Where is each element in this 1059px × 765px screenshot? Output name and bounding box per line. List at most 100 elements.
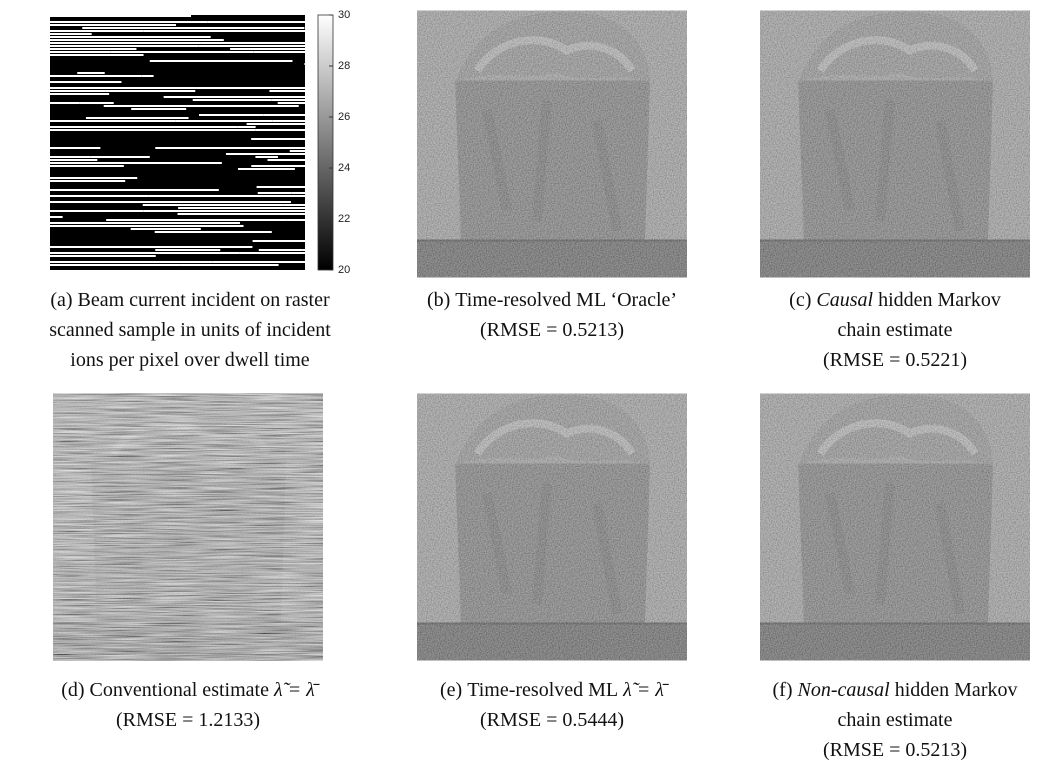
beam-stripe (247, 123, 305, 125)
caption-emphasis: Causal (816, 289, 873, 311)
beam-stripe (192, 219, 287, 221)
caption-line: scanned sample in units of incident (10, 315, 370, 345)
beam-stripe (155, 231, 272, 233)
caption-math: λ̃ = λ̄ (623, 679, 664, 701)
caption: (b)Time-resolved ML ‘Oracle’(RMSE = 0.52… (372, 285, 732, 345)
beam-stripe (221, 225, 244, 227)
beam-stripe (50, 21, 208, 23)
beam-stripe (255, 156, 278, 158)
beam-stripe (79, 102, 113, 104)
beam-stripe (164, 96, 305, 98)
beam-stripe (251, 165, 305, 167)
caption-text: (RMSE = 0.5213) (823, 739, 967, 761)
beam-stripe (50, 195, 149, 197)
caption-line: chain estimate (715, 705, 1059, 735)
panel-label: (c) (789, 289, 811, 311)
beam-stripe (272, 120, 305, 122)
beam-stripe (105, 255, 156, 257)
caption-text: (RMSE = 0.5221) (823, 349, 967, 371)
caption-line: chain estimate (715, 315, 1059, 345)
beam-stripe (180, 264, 279, 266)
beam-stripe (198, 45, 305, 47)
beam-stripe (91, 156, 150, 158)
panel-label: (d) (61, 679, 84, 701)
beam-stripe (50, 246, 252, 248)
caption-text: (RMSE = 1.2133) (116, 709, 260, 731)
beam-stripe (50, 36, 211, 38)
caption-text: scanned sample in units of incident (49, 319, 331, 341)
beam-stripe (50, 165, 124, 167)
beam-stripe (251, 138, 305, 140)
beam-stripe (143, 204, 283, 206)
caption-text: hidden Markov (878, 289, 1001, 311)
beam-stripe (50, 177, 117, 179)
beam-stripe (175, 210, 305, 212)
beam-stripe (117, 177, 137, 179)
caption-math: λ̃ = λ̄ (274, 679, 315, 701)
caption-text: Time-resolved ML (467, 679, 618, 701)
beam-stripe (50, 180, 125, 182)
figure: 202224262830 (0, 0, 1059, 764)
panel-label: (f) (773, 679, 793, 701)
beam-stripe (86, 117, 189, 119)
beam-stripe (50, 75, 142, 77)
beam-stripe (259, 249, 303, 251)
beam-stripe (50, 126, 237, 128)
beam-stripe (290, 150, 305, 152)
beam-stripe (283, 204, 305, 206)
caption-emphasis: Non-causal (798, 679, 890, 701)
beam-stripe (178, 207, 305, 209)
beam-stripe (131, 108, 186, 110)
beam-stripe (144, 30, 305, 32)
beam-stripe (50, 201, 136, 203)
beam-stripe (149, 195, 305, 197)
beam-stripe (50, 102, 79, 104)
beam-stripe (136, 201, 291, 203)
beam-stripe (239, 27, 305, 29)
caption-text: Time-resolved ML ‘Oracle’ (455, 289, 677, 311)
caption-text: chain estimate (838, 319, 953, 341)
beam-stripe (50, 189, 219, 191)
colorbar (318, 15, 333, 270)
caption-line: (b)Time-resolved ML ‘Oracle’ (372, 285, 732, 315)
beam-stripe (254, 51, 305, 53)
beam-stripe (238, 168, 295, 170)
beam-stripe (193, 99, 272, 101)
beam-stripe (278, 102, 305, 104)
beam-stripe (272, 99, 305, 101)
beam-stripe (50, 33, 92, 35)
sample-image (417, 11, 687, 278)
panel-label: (e) (440, 679, 462, 701)
caption-line: (RMSE = 0.5221) (715, 345, 1059, 375)
caption-line: (RMSE = 1.2133) (8, 705, 368, 735)
beam-stripe (50, 90, 195, 92)
beam-stripe (175, 120, 272, 122)
caption-line: (RMSE = 0.5213) (715, 735, 1059, 765)
beam-stripe (50, 45, 198, 47)
beam-stripe (110, 51, 253, 53)
beam-stripe (50, 81, 121, 83)
beam-stripe (50, 51, 110, 53)
beam-stripe (144, 210, 175, 212)
beam-stripe (302, 249, 305, 251)
beam-stripe (50, 255, 105, 257)
beam-stripe (226, 153, 305, 155)
beam-stripe (50, 39, 224, 41)
beam-stripe (230, 48, 305, 50)
beam-stripe (208, 21, 305, 23)
panel-label: (a) (50, 289, 72, 311)
beam-stripe (104, 105, 299, 107)
beam-stripe (50, 210, 115, 212)
beam-stripe (292, 192, 305, 194)
beam-stripe (50, 252, 240, 254)
caption: (c)Causalhidden Markov chain estimate (RMS… (715, 285, 1059, 375)
caption-text: Conventional estimate (90, 679, 269, 701)
beam-stripe (50, 156, 91, 158)
caption-text: Beam current incident on raster (78, 289, 330, 311)
beam-stripe (50, 222, 240, 224)
